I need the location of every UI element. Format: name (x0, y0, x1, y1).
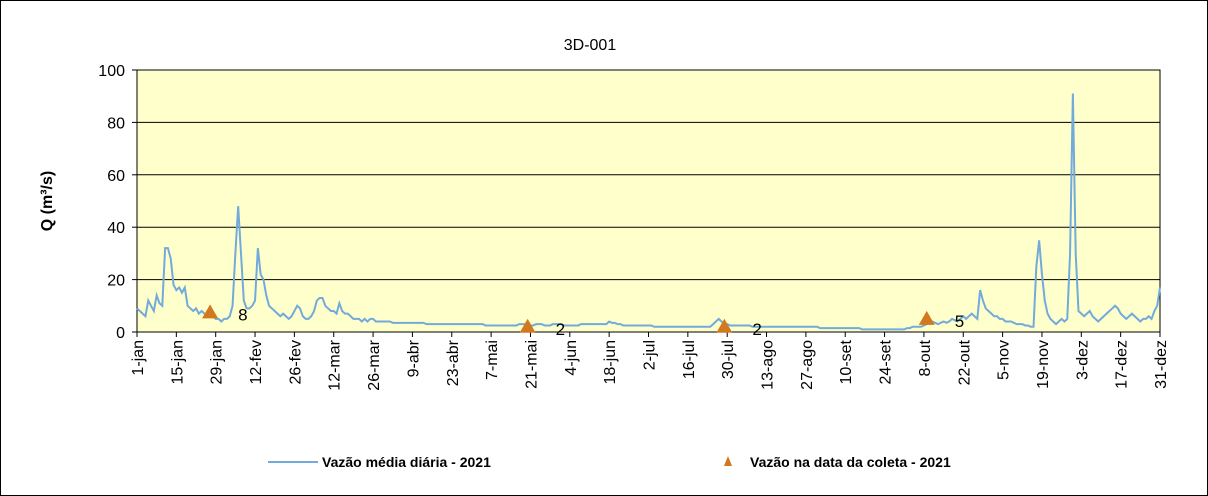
y-tick-label: 80 (107, 115, 125, 132)
y-axis-label: Q (m³/s) (39, 171, 56, 231)
legend-marker (724, 456, 732, 466)
x-tick-label: 18-jun (602, 340, 619, 384)
x-tick-label: 26-fev (287, 340, 304, 384)
x-tick-label: 8-out (917, 339, 934, 376)
x-tick-label: 27-ago (799, 340, 816, 390)
data-label: 8 (238, 305, 247, 324)
x-tick-label: 31-dez (1153, 340, 1170, 389)
x-tick-label: 22-out (956, 339, 973, 385)
x-tick-label: 26-mar (366, 339, 383, 390)
legend: Vazão média diária - 2021 Vazão na data … (268, 454, 951, 470)
x-tick-label: 16-jul (681, 340, 698, 379)
y-tick-label: 40 (107, 220, 125, 237)
collection-marker (716, 318, 733, 333)
collection-marker (519, 318, 536, 333)
x-tick-label: 15-jan (169, 340, 186, 384)
x-tick-label: 7-mai (484, 340, 501, 380)
x-tick-label: 1-jan (130, 340, 147, 376)
x-tick-label: 30-jul (720, 340, 737, 379)
y-tick-label: 0 (116, 325, 125, 342)
flow-line (136, 93, 1161, 331)
x-tick-label: 2-jul (642, 340, 659, 370)
x-tick-label: 12-fev (248, 340, 265, 384)
x-tick-label: 13-ago (760, 340, 777, 390)
legend-label: Vazão na data da coleta - 2021 (750, 454, 951, 470)
chart-title: 3D-001 (564, 37, 617, 54)
x-tick-label: 29-jan (209, 340, 226, 384)
x-tick-label: 21-mai (523, 340, 540, 389)
x-tick-label: 19-nov (1035, 340, 1052, 389)
y-tick-label: 100 (98, 63, 125, 80)
x-tick-label: 24-set (878, 339, 895, 384)
data-label: 5 (955, 312, 964, 331)
x-tick-label: 9-abr (405, 339, 422, 377)
legend-label: Vazão média diária - 2021 (322, 454, 491, 470)
x-tick-label: 10-set (838, 339, 855, 384)
x-tick-label: 12-mar (327, 339, 344, 390)
data-label: 2 (752, 320, 761, 339)
x-tick-label: 17-dez (1114, 340, 1131, 389)
x-tick-label: 23-abr (445, 339, 462, 386)
plot-area (136, 69, 1161, 333)
collection-marker (918, 310, 935, 325)
x-tick-label: 5-nov (996, 340, 1013, 380)
y-tick-label: 60 (107, 168, 125, 185)
data-label: 2 (556, 320, 565, 339)
y-tick-label: 20 (107, 273, 125, 290)
collection-marker (202, 304, 219, 319)
x-tick-label: 3-dez (1074, 340, 1091, 380)
x-tick-label: 4-jun (563, 340, 580, 376)
